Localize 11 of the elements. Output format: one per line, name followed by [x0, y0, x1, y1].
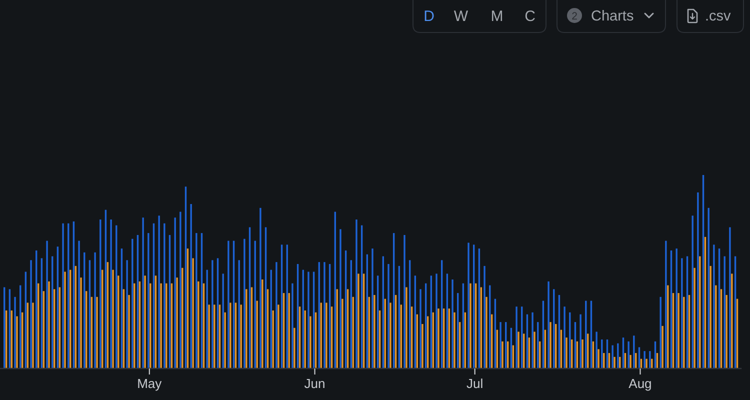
text: D	[424, 8, 435, 25]
text: 2	[572, 10, 578, 22]
text: .csv	[705, 8, 732, 24]
text: Charts	[591, 8, 634, 24]
text: C	[524, 8, 536, 25]
x-tick-label: May	[137, 376, 162, 391]
x-tick-label: Jul	[466, 376, 484, 391]
text: M	[490, 8, 504, 25]
x-tick-label: Aug	[628, 376, 652, 391]
text: W	[454, 8, 469, 25]
x-tick-label: Jun	[304, 376, 326, 391]
